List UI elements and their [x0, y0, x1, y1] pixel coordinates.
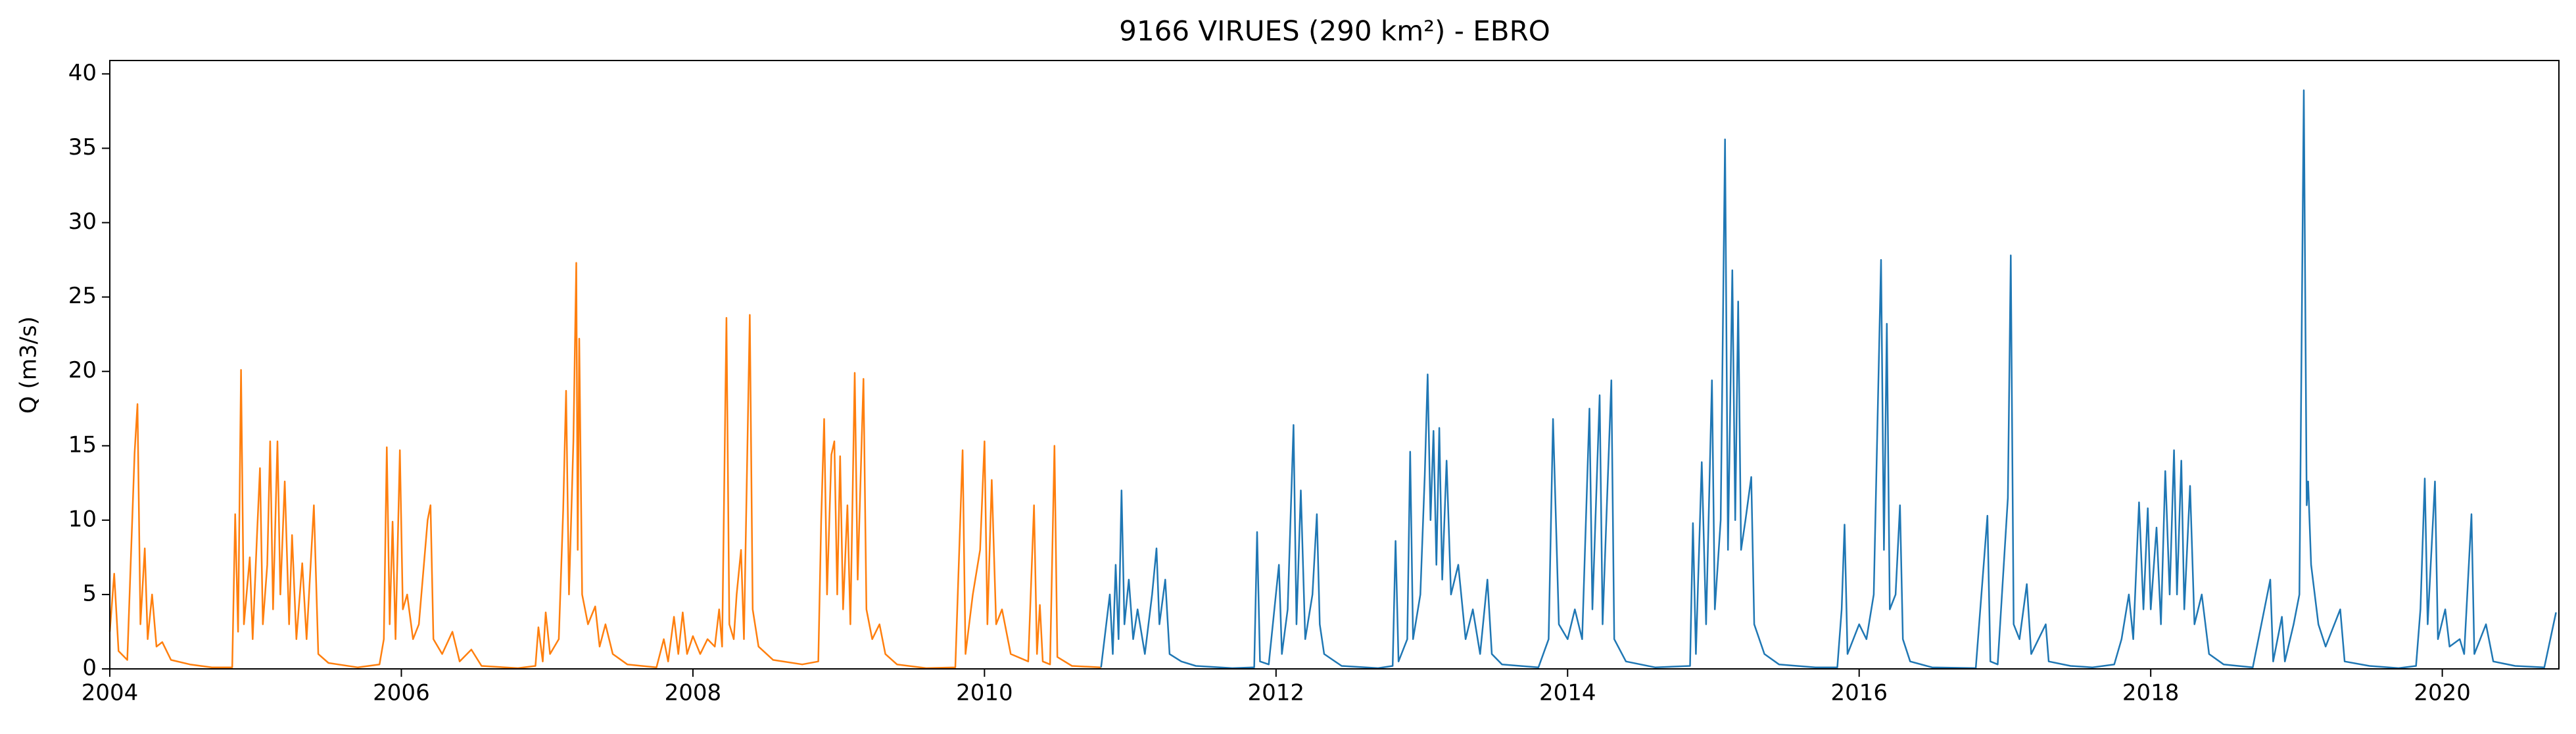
plot-frame: [109, 60, 2560, 670]
x-tick-label: 2018: [2122, 680, 2180, 706]
y-axis-label: Q (m3/s): [16, 316, 42, 414]
x-tick-label: 2008: [665, 680, 722, 706]
series-line: [1100, 89, 2557, 670]
x-tick-label: 2004: [82, 680, 139, 706]
y-tick-label: 30: [68, 208, 97, 235]
y-tick-label: 25: [68, 283, 97, 309]
chart-title: 9166 VIRUES (290 km²) - EBRO: [1119, 15, 1550, 47]
y-tick-label: 15: [68, 431, 97, 458]
x-tick-label: 2010: [956, 680, 1013, 706]
x-tick-label: 2016: [1830, 680, 1888, 706]
y-tick-label: 20: [68, 357, 97, 383]
y-tick-label: 40: [68, 60, 97, 86]
y-tick-label: 0: [82, 655, 97, 681]
x-tick-label: 2012: [1248, 680, 1305, 706]
y-tick-label: 35: [68, 134, 97, 160]
x-tick-label: 2020: [2414, 680, 2471, 706]
series-line: [108, 262, 1101, 670]
x-tick-label: 2014: [1539, 680, 1596, 706]
x-tick-label: 2006: [373, 680, 430, 706]
y-tick-label: 5: [82, 580, 97, 606]
y-tick-label: 10: [68, 506, 97, 532]
